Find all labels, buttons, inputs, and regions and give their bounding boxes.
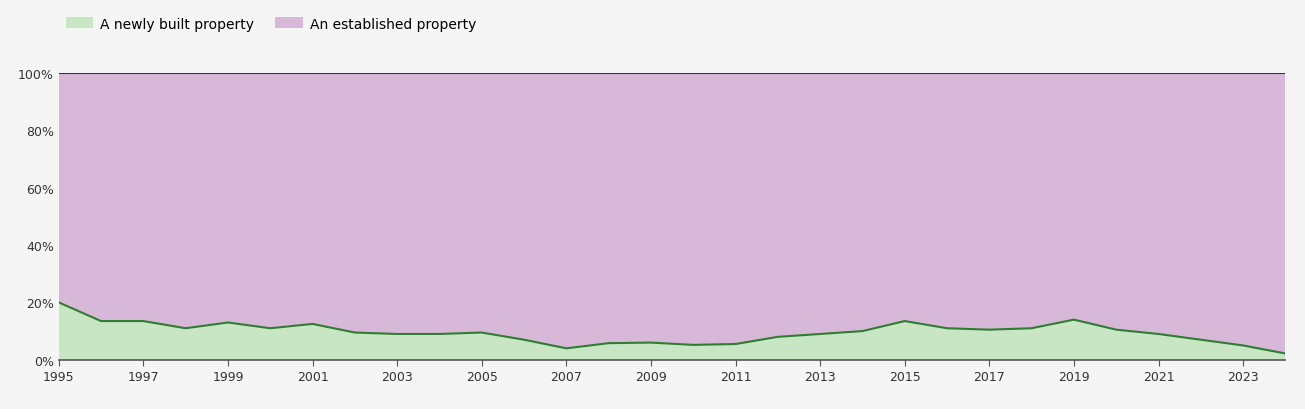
- Legend: A newly built property, An established property: A newly built property, An established p…: [65, 18, 476, 31]
